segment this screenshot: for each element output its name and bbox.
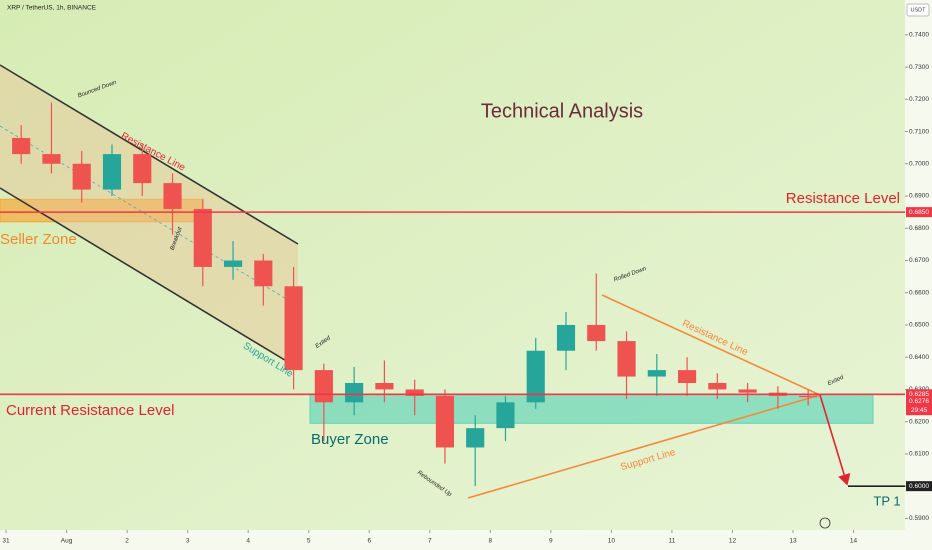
x-tick-label: 13 [789,538,797,545]
x-tick-label: 5 [307,538,311,545]
chart-title: Technical Analysis [481,100,643,122]
candle-body [42,154,61,164]
y-tick-label: 0.6200 [909,418,929,425]
candle-body [375,382,394,390]
y-tick-label: 0.6100 [909,451,929,458]
level-label: 0.6000 [909,483,929,490]
level-badge [906,207,932,218]
zone [309,393,874,424]
candle-body [496,402,515,429]
currency: USDT [911,7,927,13]
symbol-title: XRP / TetherUS, 1h, BINANCE [7,5,97,12]
y-tick-label: 0.6900 [909,193,929,200]
candle-body [163,183,182,209]
level-label: 0.6850 [909,209,929,216]
channel-fill [0,65,298,368]
level-badge [906,389,932,400]
candle-body [133,154,152,184]
candle-body [223,260,243,267]
y-tick-label: 0.6600 [909,289,929,296]
candle-body [254,260,273,287]
x-tick-label: 12 [729,538,737,545]
candle-body [799,395,818,398]
target-arrow [819,394,851,486]
candle-body [102,154,122,190]
y-tick-label: 0.6400 [909,354,929,361]
candle-body [193,208,212,267]
candle-body [314,370,333,403]
zone-name: Buyer Zone [311,431,389,448]
x-tick-label: 9 [549,538,553,545]
level-name: TP 1 [873,493,900,508]
candle-body [466,428,485,448]
candle-body [435,395,455,448]
x-tick-label: 3 [186,538,190,545]
currency-box [906,3,930,17]
candle-body [526,350,545,403]
y-tick-label: 0.5900 [909,515,929,522]
zone-name: Seller Zone [0,231,77,248]
candle-body [72,163,91,190]
candle-body [617,341,636,377]
channel-mid [0,125,299,307]
replay-icon[interactable] [819,517,831,529]
x-tick-label: 6 [367,538,371,545]
price-axis [905,0,932,550]
price-badge [906,396,932,416]
y-tick-label: 0.7100 [909,128,929,135]
time-axis [0,530,905,550]
y-tick-label: 0.6500 [909,322,929,329]
level-name: Resistance Level [786,190,900,207]
channel-lower [0,187,299,369]
x-tick-label: 8 [489,538,493,545]
x-tick-label: 31 [2,538,10,545]
x-tick-label: 14 [850,538,858,545]
candle-body [345,382,364,403]
y-tick-label: 0.7000 [909,160,929,167]
level-name: Current Resistance Level [6,402,174,419]
candle-body [405,389,424,396]
x-tick-label: 2 [125,538,129,545]
candle-body [647,370,666,377]
countdown: 29:45 [911,407,928,414]
x-tick-label: 11 [669,538,676,545]
y-tick-label: 0.6700 [909,257,929,264]
candle-body [284,286,303,371]
candle-body [587,324,606,342]
resistance-line [601,294,821,396]
x-tick-label: 7 [428,538,432,545]
x-tick-label: 4 [246,538,250,545]
candle-body [738,389,757,393]
support-line [467,394,821,499]
y-tick-label: 0.7400 [909,32,929,39]
y-tick-label: 0.7200 [909,96,929,103]
level-label: 0.6285 [909,391,929,398]
level-badge [906,481,932,492]
y-tick-label: 0.6800 [909,225,929,232]
x-tick-label: Aug [61,538,73,545]
candle-body [12,137,31,155]
candle-body [677,370,697,383]
candle-body [708,382,727,390]
y-tick-label: 0.7300 [909,64,929,71]
x-tick-label: 10 [608,538,616,545]
price-label: 0.6276 [909,398,929,405]
candle-body [556,324,576,351]
